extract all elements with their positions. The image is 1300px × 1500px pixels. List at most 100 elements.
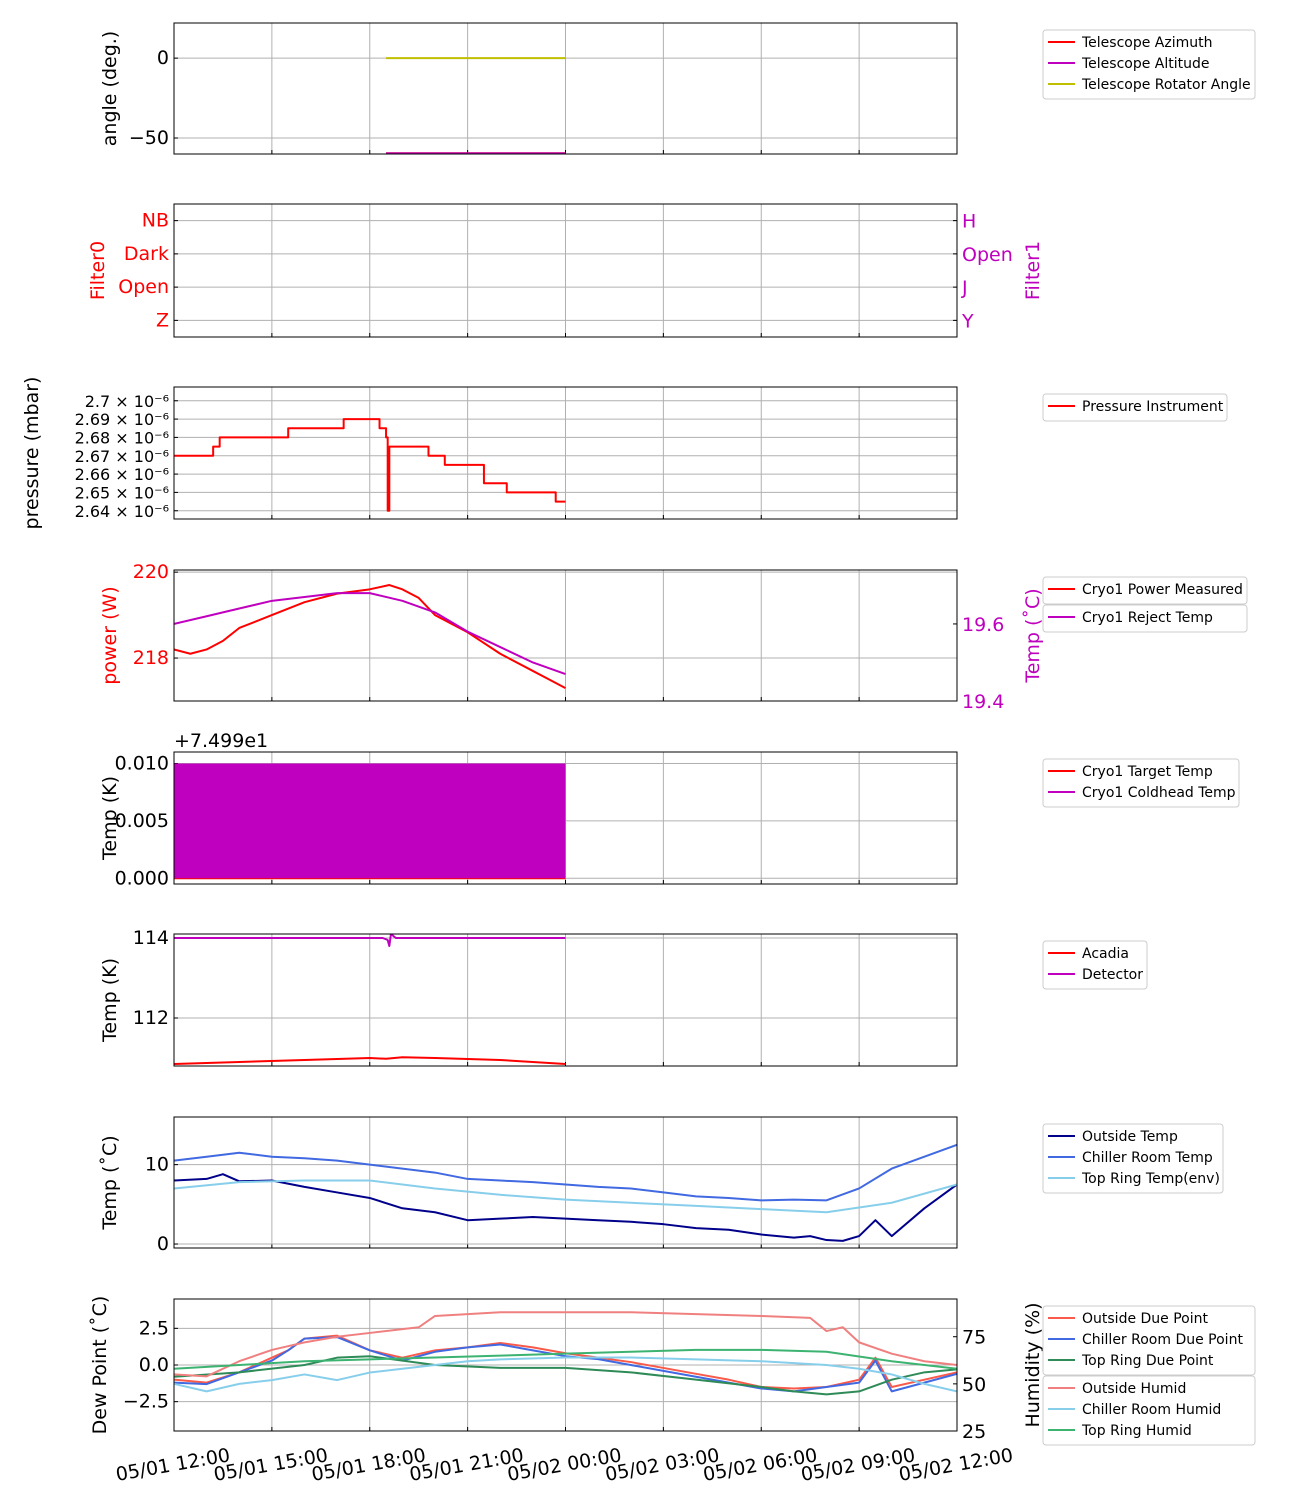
y-tick-label: 112 <box>133 1007 169 1029</box>
y-tick-label: 2.67 × 10⁻⁶ <box>75 447 169 466</box>
right-y-tick-label: Y <box>961 310 974 332</box>
series-line-0 <box>174 1056 566 1065</box>
series-line-0 <box>174 584 566 689</box>
panel-environment-temp: 0 10 Temp (˚C) Outside Temp Chiller Room Tem… <box>99 1116 1224 1255</box>
offset-label: +7.499e1 <box>174 730 268 752</box>
legend: Telescope Azimuth Telescope Altitude Teles… <box>1042 29 1256 100</box>
series-line-1 <box>174 934 566 947</box>
legend-box <box>1042 1305 1256 1376</box>
y-axis-label: Dew Point (˚C) <box>89 1296 111 1435</box>
legend-entry: Pressure Instrument <box>1082 399 1224 415</box>
y-tick-label: 0.010 <box>115 752 169 774</box>
y-tick-label: 0 <box>157 1233 169 1255</box>
y-tick-label: 2.64 × 10⁻⁶ <box>75 502 169 521</box>
y-tick-label: 2.68 × 10⁻⁶ <box>75 428 169 447</box>
series-line-1 <box>174 1143 957 1202</box>
series-line-4 <box>174 1356 957 1393</box>
legend-entry: Chiller Room Due Point <box>1082 1332 1243 1348</box>
series-group <box>174 763 566 880</box>
right-y-tick-label: H <box>962 211 976 233</box>
plot-frame <box>173 386 958 520</box>
plot-frame <box>173 203 958 338</box>
y-tick-label: 0.000 <box>115 867 169 889</box>
series-group <box>174 1311 957 1396</box>
legend-entry: Acadia <box>1082 946 1129 962</box>
y-axis-label: pressure (mbar) <box>21 377 43 530</box>
legend-entry: Cryo1 Coldhead Temp <box>1082 785 1236 801</box>
series-group <box>174 584 566 689</box>
y-tick-label: 0 <box>157 47 169 69</box>
legend-entry: Cryo1 Power Measured <box>1082 582 1243 598</box>
y-tick-label: Open <box>118 276 169 298</box>
legend-entry: Outside Humid <box>1082 1381 1186 1397</box>
legend-entry: Telescope Altitude <box>1081 56 1210 72</box>
right-y-axis-label: Humidity (%) <box>1022 1302 1044 1427</box>
panel-pressure: 2.64 × 10⁻⁶2.65 × 10⁻⁶2.66 × 10⁻⁶2.67 × … <box>21 377 1228 530</box>
legend-box <box>1042 29 1256 100</box>
legend-entry: Top Ring Temp(env) <box>1081 1171 1220 1187</box>
right-y-axis-label: Temp (˚C) <box>1022 588 1044 683</box>
panel-filters: Z Open Dark NB YJ Open H Filter1 Filter0 <box>87 203 1044 338</box>
series-line-3 <box>174 1311 957 1378</box>
x-tick-label: 05/02 12:00 <box>897 1444 1015 1486</box>
y-tick-label: Z <box>156 309 169 331</box>
y-axis-label: Temp (K) <box>99 776 121 861</box>
series-line-1 <box>174 592 566 675</box>
legend-entry: Detector <box>1082 967 1143 983</box>
right-y-axis-label: Filter1 <box>1022 241 1044 300</box>
series-group <box>174 418 566 512</box>
y-tick-label: 2.7 × 10⁻⁶ <box>85 392 169 411</box>
legend-entry: Chiller Room Temp <box>1082 1150 1213 1166</box>
legend-box <box>1042 1375 1256 1446</box>
legend: Cryo1 Target Temp Cryo1 Coldhead Temp <box>1042 758 1240 808</box>
series-line-5 <box>174 1348 957 1370</box>
right-y-tick-label: 50 <box>962 1374 986 1396</box>
legend-box <box>1042 576 1248 605</box>
right-y-tick-label: 25 <box>962 1421 986 1443</box>
y-axis-label: Filter0 <box>87 241 109 300</box>
legend-entry: Cryo1 Reject Temp <box>1082 610 1213 626</box>
y-tick-label: −50 <box>129 127 169 149</box>
plot-frame <box>173 933 958 1067</box>
y-tick-label: 218 <box>133 647 169 669</box>
y-axis-label: Temp (˚C) <box>99 1135 121 1230</box>
right-y-tick-label: 19.6 <box>962 614 1004 636</box>
plot-frame <box>173 1116 958 1249</box>
legend-box <box>1042 758 1240 808</box>
legend-entry: Chiller Room Humid <box>1082 1402 1221 1418</box>
y-tick-label: 220 <box>133 561 169 583</box>
right-y-tick-label: 19.4 <box>962 691 1004 713</box>
right-y-tick-label: 75 <box>962 1327 986 1349</box>
legend: Cryo1 Power Measured Cryo1 Reject Temp <box>1042 576 1248 633</box>
legend-box <box>1042 393 1228 422</box>
legend-box <box>1042 1123 1224 1194</box>
legend-entry: Outside Due Point <box>1082 1311 1209 1327</box>
legend-entry: Top Ring Humid <box>1081 1423 1192 1439</box>
y-tick-label: 10 <box>145 1154 169 1176</box>
series-group <box>386 57 566 154</box>
plot-frame <box>173 1298 958 1432</box>
legend: Outside Due Point Chiller Room Due Point T… <box>1042 1305 1256 1446</box>
series-line-0 <box>174 418 566 512</box>
legend: Pressure Instrument <box>1042 393 1228 422</box>
y-axis-label: Temp (K) <box>99 958 121 1043</box>
legend-entry: Telescope Rotator Angle <box>1081 77 1251 93</box>
legend: Acadia Detector <box>1042 940 1148 990</box>
series-band-1 <box>174 763 566 879</box>
legend-box <box>1042 604 1248 633</box>
plot-frame <box>173 569 958 702</box>
y-axis-label: power (W) <box>99 586 121 684</box>
right-y-tick-label: Open <box>962 244 1013 266</box>
panel-cryo-power: 218 220 19.4 19.6 Temp (˚C) power (W) Cryo1 Po… <box>99 561 1248 713</box>
y-axis-label: angle (deg.) <box>99 31 121 146</box>
y-tick-label: Dark <box>124 243 169 265</box>
y-tick-label: NB <box>142 210 169 232</box>
y-tick-label: 2.66 × 10⁻⁶ <box>75 465 169 484</box>
right-y-tick-label: J <box>961 277 968 299</box>
series-group <box>174 1143 957 1242</box>
legend-entry: Telescope Azimuth <box>1081 35 1212 51</box>
panel-detector: 112 114 Temp (K) Acadia Detector <box>99 927 1148 1067</box>
